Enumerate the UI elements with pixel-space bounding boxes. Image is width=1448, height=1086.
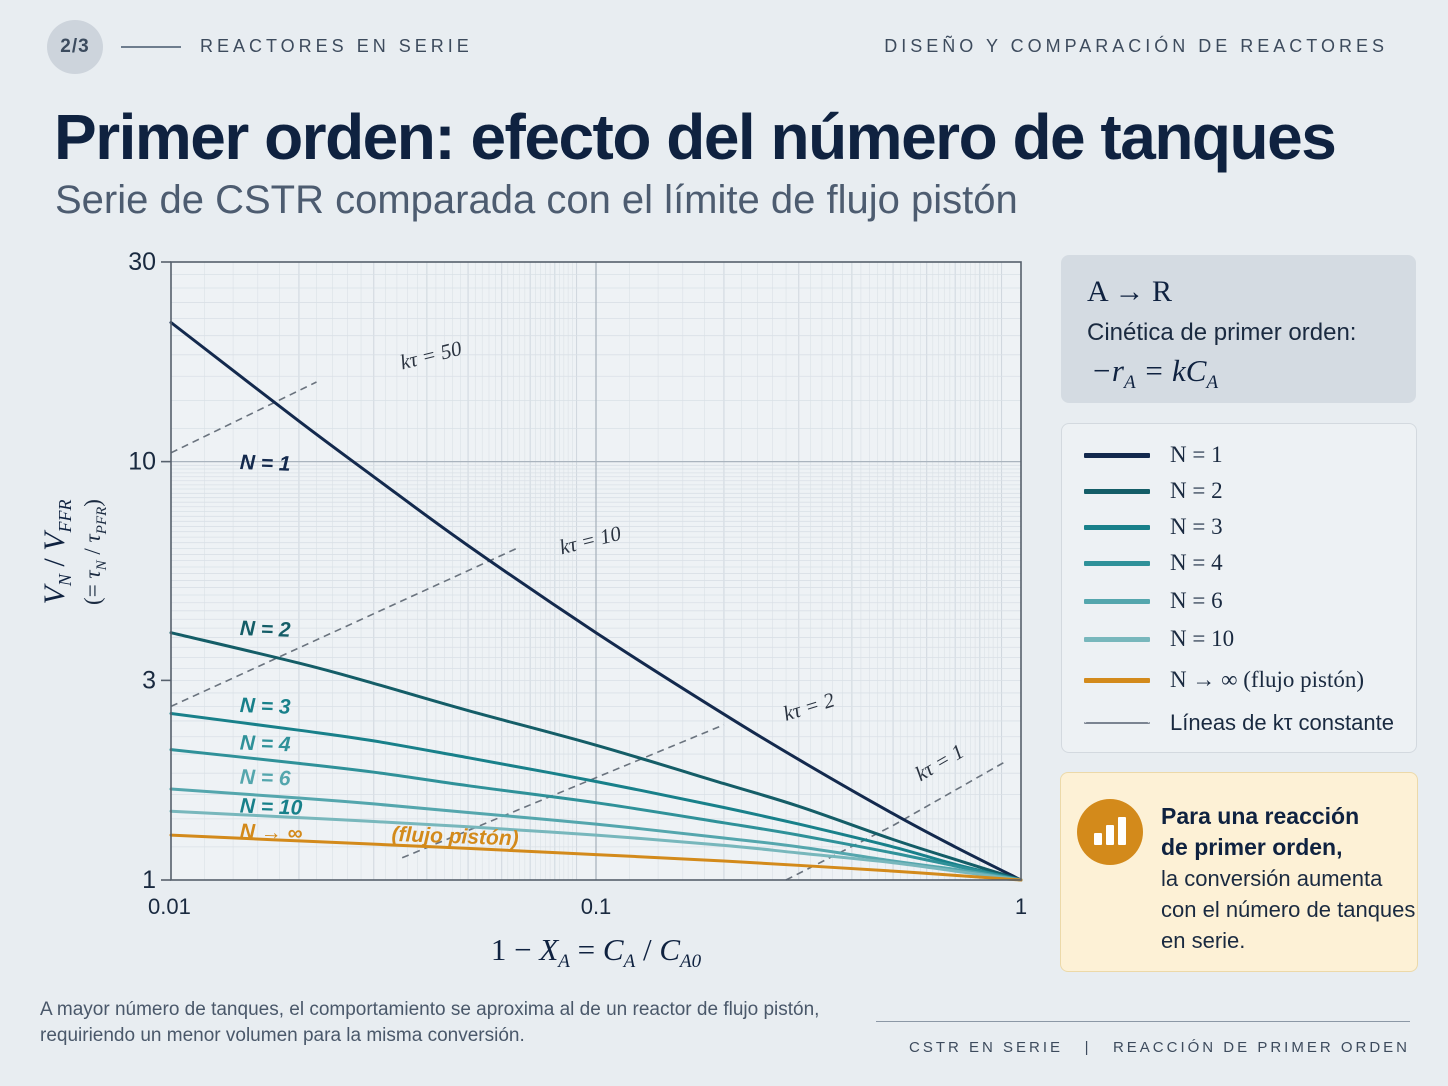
y-tick-label: 30 [128, 248, 156, 276]
legend-item: N → ∞ (flujo pistón) [1084, 665, 1364, 695]
series-line [169, 748, 1023, 882]
chart-series [169, 321, 1023, 882]
legend-swatch [1084, 636, 1150, 642]
series-label: N = 6 [239, 766, 291, 791]
reaction-equation: A → R [1087, 275, 1173, 308]
ktau-line [170, 381, 317, 454]
legend-item: Líneas de kτ constante [1084, 708, 1394, 738]
series-label: N = 3 [239, 694, 291, 719]
legend-item: N = 6 [1084, 586, 1223, 616]
footer-label: CSTR EN SERIE | REACCIÓN DE PRIMER ORDEN [909, 1039, 1410, 1056]
note-heading: Para una reacción de primer orden, [1161, 803, 1360, 860]
legend-label: N = 4 [1170, 550, 1223, 575]
y-tick-label: 10 [128, 448, 156, 476]
page-subtitle: Serie de CSTR comparada con el límite de… [55, 178, 1018, 222]
legend-item: N = 10 [1084, 624, 1234, 654]
legend-label: N = 6 [1170, 588, 1223, 613]
legend-swatch [1084, 722, 1150, 724]
legend-label: N = 1 [1170, 442, 1223, 467]
header-rule [121, 46, 181, 48]
y-tick-label: 3 [142, 666, 156, 694]
series-label: (flujo pistón) [391, 823, 519, 850]
x-axis-title: 1 − XA = CA / CA0 [491, 932, 702, 972]
legend-swatch [1084, 524, 1150, 530]
reaction-card: A → R Cinética de primer orden: −rA = kC… [1061, 255, 1416, 403]
ktau-line [170, 547, 517, 708]
y-tick-label: 1 [142, 866, 156, 894]
svg-text:(= τN / τPFR): (= τN / τPFR) [80, 499, 110, 605]
kinetics-label: Cinética de primer orden: [1087, 319, 1357, 346]
footer-rule [876, 1021, 1410, 1022]
ktau-line [401, 724, 725, 859]
page-title: Primer orden: efecto del número de tanqu… [54, 101, 1337, 173]
page-indicator: 2/3 [47, 20, 103, 74]
legend-swatch [1084, 677, 1150, 683]
rate-law: −rA = kCA [1091, 353, 1219, 394]
x-tick-label: 0.01 [148, 894, 191, 919]
legend-item: N = 3 [1084, 512, 1223, 542]
svg-text:1 − XA = CA / CA0: 1 − XA = CA / CA0 [491, 932, 702, 972]
svg-text:VN / VFFR: VN / VFFR [38, 499, 75, 604]
legend-label: N = 2 [1170, 478, 1223, 503]
ktau-line [785, 760, 1006, 881]
series-labels: N = 1 N = 2 N = 3 N = 4 N = 6 N = 10N → ∞ (flu… [239, 451, 519, 850]
note-card: Para una reacción de primer orden, la co… [1060, 772, 1418, 972]
section-label: REACTORES EN SERIE [200, 36, 473, 56]
y-axis-title: VN / VFFR (= τN / τPFR) [38, 499, 110, 605]
chart-grid [171, 261, 1021, 881]
legend-item: N = 2 [1084, 476, 1223, 506]
chart-caption: A mayor número de tanques, el comportami… [40, 999, 820, 1046]
legend-swatch [1084, 488, 1150, 494]
series-label: N = 2 [239, 617, 291, 642]
series-line [169, 833, 1023, 882]
legend-swatch [1084, 560, 1150, 566]
series-line [169, 809, 1023, 882]
legend-label: N = 3 [1170, 514, 1223, 539]
series-label: N → ∞ [239, 820, 303, 845]
series-label: N = 1 [239, 451, 291, 476]
series-label: N = 10 [239, 794, 303, 819]
deck-label: DISEÑO Y COMPARACIÓN DE REACTORES [884, 36, 1388, 56]
x-tick-label: 0.1 [581, 894, 612, 919]
plot-frame [170, 261, 1022, 881]
legend-swatch [1084, 452, 1150, 458]
axis-ticks: 0.01 0.1 1 1 3 10 30 [128, 248, 1027, 919]
legend-item: N = 1 [1084, 440, 1223, 470]
series-line [169, 712, 1023, 882]
legend-label: N → ∞ (flujo pistón) [1170, 667, 1364, 692]
legend-label: Líneas de kτ constante [1170, 710, 1394, 735]
series-label: N = 4 [239, 732, 291, 757]
chart-legend: N = 1 N = 2 N = 3 N = 4 N = 6 N = 10 N → ∞ (fl… [1061, 423, 1417, 753]
note-body: la conversión aumenta con el número de t… [1161, 866, 1416, 953]
x-tick-label: 1 [1015, 894, 1027, 919]
bar-chart-icon [1077, 799, 1143, 865]
legend-swatch [1084, 598, 1150, 604]
legend-label: N = 10 [1170, 626, 1235, 651]
legend-item: N = 4 [1084, 548, 1223, 578]
series-line [169, 631, 1023, 882]
series-line [169, 321, 1023, 882]
